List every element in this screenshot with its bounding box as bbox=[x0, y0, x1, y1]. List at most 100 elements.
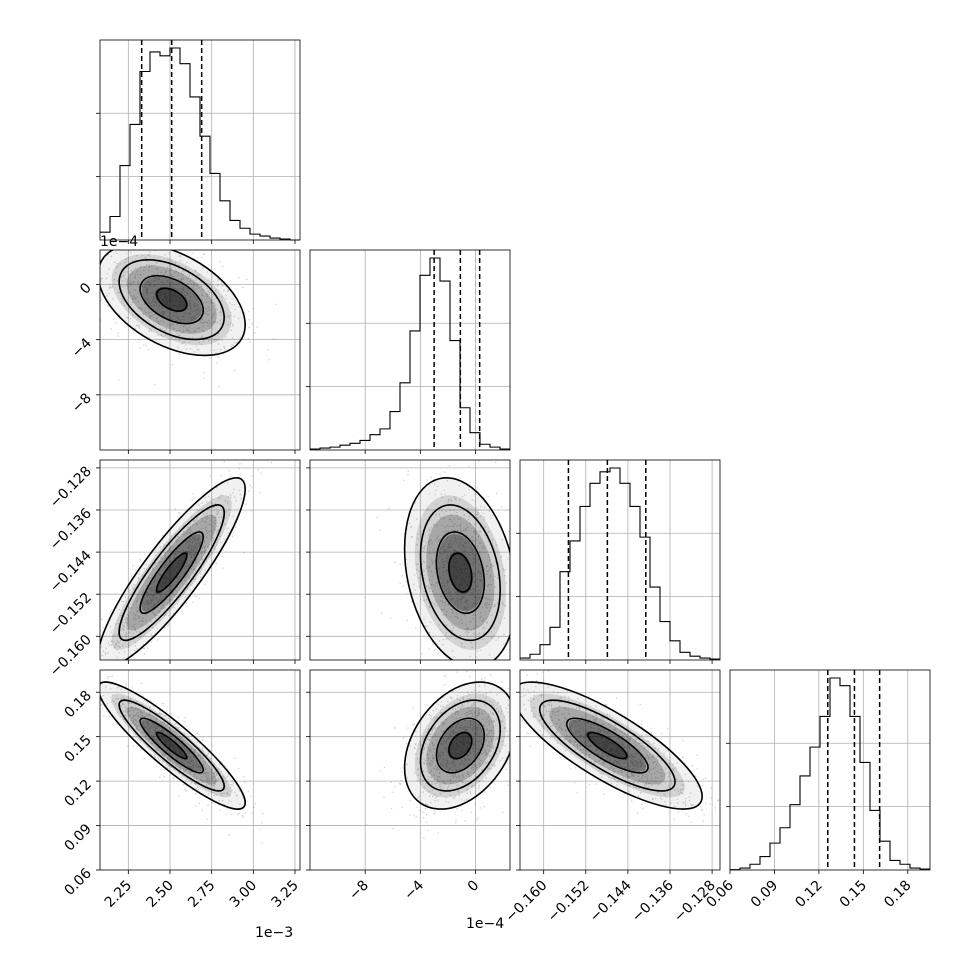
contour-line bbox=[435, 531, 486, 615]
x-tick-label-p3: −0.144 bbox=[587, 877, 635, 925]
density-band bbox=[426, 706, 495, 785]
scatter-panel-p2-vs-p1 bbox=[96, 249, 301, 454]
panel-frame bbox=[519, 459, 721, 661]
histogram-step-p4 bbox=[730, 677, 930, 871]
contour-line bbox=[565, 717, 649, 774]
panel-frame bbox=[99, 249, 301, 451]
x-tick-label-p3: −0.152 bbox=[545, 878, 593, 926]
scatter-points bbox=[376, 460, 510, 660]
x-tick-label-p2: −4 bbox=[401, 877, 427, 903]
density-band bbox=[426, 514, 495, 631]
density-band bbox=[141, 276, 202, 323]
density-band bbox=[404, 682, 510, 810]
y-tick-label-p2: −8 bbox=[69, 390, 95, 416]
density-band bbox=[126, 265, 217, 334]
y-tick-label-p3: −0.136 bbox=[47, 505, 95, 553]
scatter-panel-p3-vs-p1 bbox=[96, 459, 301, 664]
x-tick-label-p3: −0.136 bbox=[629, 877, 677, 925]
density-band bbox=[520, 682, 703, 810]
histogram-p4 bbox=[726, 669, 931, 874]
offset-label-x-p2: 1e−4 bbox=[466, 916, 504, 932]
panel-frame bbox=[99, 669, 301, 871]
density-band bbox=[404, 477, 510, 660]
density-band bbox=[447, 551, 473, 594]
offset-label-x-p1: 1e−3 bbox=[255, 925, 293, 941]
density-band bbox=[126, 706, 217, 785]
density-band bbox=[100, 250, 246, 356]
y-tick-label-p2: 0 bbox=[77, 280, 95, 298]
contour-line bbox=[403, 477, 510, 660]
density-band bbox=[100, 477, 246, 660]
contour-line bbox=[139, 531, 204, 615]
y-tick-label-p4: 0.18 bbox=[61, 688, 94, 721]
scatter-points bbox=[100, 250, 277, 388]
y-tick-label-p4: 0.12 bbox=[61, 777, 94, 810]
density-layer bbox=[100, 250, 277, 388]
y-tick-label-p3: −0.144 bbox=[47, 548, 95, 596]
y-tick-label-p3: −0.128 bbox=[47, 463, 95, 511]
histogram-p2 bbox=[306, 249, 511, 454]
histogram-p3 bbox=[516, 459, 721, 664]
histogram-step-p3 bbox=[520, 467, 720, 660]
density-band bbox=[155, 731, 189, 760]
contour-line bbox=[155, 287, 188, 312]
panel-frame bbox=[99, 459, 301, 661]
density-layer bbox=[100, 461, 273, 660]
contour-line bbox=[118, 504, 225, 642]
scatter-panel-p4-vs-p3 bbox=[516, 669, 721, 874]
density-layer bbox=[365, 670, 510, 839]
contour-line bbox=[419, 699, 501, 792]
density-band bbox=[586, 731, 629, 760]
contour-line bbox=[100, 477, 246, 660]
density-band bbox=[100, 682, 246, 810]
panel-frame bbox=[309, 459, 511, 661]
x-tick-label-p4: 0.15 bbox=[837, 878, 870, 911]
density-layer bbox=[376, 460, 510, 660]
histogram-step-p2 bbox=[310, 257, 510, 450]
x-tick-label-p4: 0.09 bbox=[748, 878, 781, 911]
x-tick-label-p1: 2.25 bbox=[102, 878, 135, 911]
contour-line bbox=[100, 681, 246, 810]
contour-line bbox=[538, 699, 676, 792]
x-tick-label-p1: 3.00 bbox=[227, 878, 260, 911]
contour-line bbox=[118, 259, 225, 341]
panel-frame bbox=[99, 39, 301, 241]
density-layer bbox=[520, 670, 720, 824]
x-tick-label-p1: 2.75 bbox=[185, 878, 218, 911]
scatter-panel-p4-vs-p1 bbox=[96, 669, 301, 874]
x-tick-label-p4: 0.12 bbox=[792, 878, 825, 911]
contour-line bbox=[155, 552, 188, 593]
y-tick-label-p4: 0.15 bbox=[61, 732, 94, 765]
x-tick-label-p2: −8 bbox=[346, 878, 372, 904]
panel-frame bbox=[519, 669, 721, 871]
contour-line bbox=[448, 552, 473, 593]
density-band bbox=[568, 719, 647, 772]
scatter-points bbox=[100, 675, 264, 844]
density-band bbox=[111, 693, 232, 798]
y-tick-label-p2: −4 bbox=[69, 335, 95, 361]
contour-line bbox=[403, 681, 510, 810]
y-tick-label-p4: 0.09 bbox=[61, 821, 94, 854]
y-tick-label-p4: 0.06 bbox=[61, 865, 94, 898]
contour-line bbox=[419, 504, 501, 642]
offset-label-y-p2: 1e−4 bbox=[100, 234, 138, 250]
y-tick-label-p3: −0.160 bbox=[47, 632, 95, 680]
scatter-panel-p4-vs-p2 bbox=[306, 669, 511, 874]
density-band bbox=[437, 719, 484, 772]
panel-frame bbox=[729, 669, 931, 871]
x-tick-label-p2: 0 bbox=[465, 878, 483, 896]
x-tick-label-p4: 0.18 bbox=[881, 878, 914, 911]
density-band bbox=[437, 533, 484, 612]
scatter-points bbox=[365, 670, 510, 839]
histogram-step-p1 bbox=[100, 47, 300, 241]
panel-frame bbox=[309, 249, 511, 451]
contour-line bbox=[100, 250, 246, 357]
density-band bbox=[549, 706, 666, 785]
x-tick-label-p1: 2.50 bbox=[143, 878, 176, 911]
density-layer bbox=[100, 675, 264, 844]
density-band bbox=[111, 495, 232, 651]
contour-line bbox=[139, 717, 204, 774]
scatter-panel-p3-vs-p2 bbox=[306, 459, 511, 664]
panel-frame bbox=[309, 669, 511, 871]
